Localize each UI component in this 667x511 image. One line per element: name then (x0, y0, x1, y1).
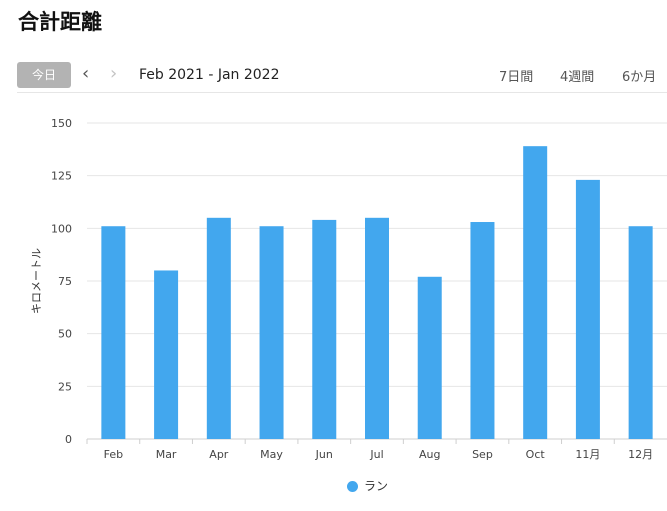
x-tick-label: 11月 (575, 448, 600, 461)
range-4-weeks-button[interactable]: 4週間 (560, 70, 595, 85)
bar[interactable] (154, 270, 179, 439)
x-tick-label: Apr (209, 448, 229, 461)
y-tick-label: 100 (51, 222, 72, 235)
x-tick-label: Feb (104, 448, 123, 461)
bar[interactable] (259, 226, 284, 439)
legend-label: ラン (364, 479, 389, 493)
range-6-months-button[interactable]: 6か月 (622, 70, 657, 85)
toolbar-divider (17, 92, 667, 93)
x-tick-label: Oct (526, 448, 546, 461)
chevron-left-icon[interactable]: ‹ (82, 63, 90, 84)
range-7-days-button[interactable]: 7日間 (499, 70, 534, 85)
bar[interactable] (312, 219, 337, 439)
bar[interactable] (365, 217, 389, 439)
y-tick-label: 75 (58, 275, 72, 288)
y-tick-label: 50 (58, 328, 72, 341)
bar[interactable] (628, 226, 653, 439)
bar[interactable] (417, 276, 442, 439)
x-tick-label: Mar (156, 448, 177, 461)
toolbar: 今日 ‹ › Feb 2021 - Jan 2022 7日間 4週間 6か月 (0, 60, 667, 93)
x-tick-label: Sep (472, 448, 493, 461)
date-range-label: Feb 2021 - Jan 2022 (139, 67, 280, 83)
x-tick-label: Jun (315, 448, 333, 461)
y-tick-label: 150 (51, 117, 72, 130)
bar[interactable] (101, 226, 126, 439)
today-button[interactable]: 今日 (17, 62, 71, 88)
y-axis-label: キロメートル (30, 248, 43, 314)
bar[interactable] (523, 146, 548, 439)
x-tick-label: May (260, 448, 283, 461)
page-title: 合計距離 (18, 10, 102, 34)
chevron-right-icon[interactable]: › (110, 63, 118, 84)
legend[interactable]: ラン (347, 477, 388, 494)
y-tick-label: 0 (65, 433, 72, 446)
x-tick-label: 12月 (628, 448, 653, 461)
bar[interactable] (575, 179, 600, 439)
x-tick-label: Jul (369, 448, 383, 461)
legend-dot-icon (347, 481, 358, 492)
bar[interactable] (470, 222, 495, 439)
y-tick-label: 25 (58, 380, 72, 393)
y-tick-label: 125 (51, 170, 72, 183)
bar[interactable] (206, 217, 231, 439)
x-tick-label: Aug (419, 448, 440, 461)
